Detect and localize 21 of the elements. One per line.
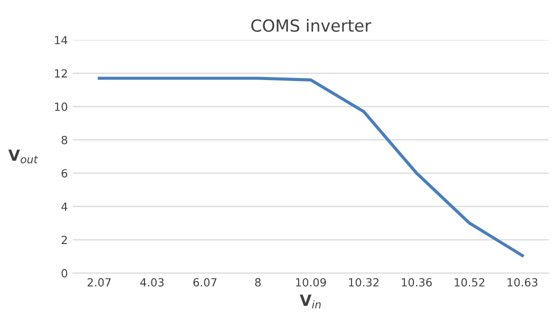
line-series [98,76,524,258]
y-tick-label: 14 [55,36,68,44]
x-tick-label: 10.32 [349,278,378,287]
x-tick-label: 4.03 [140,278,164,287]
x-tick-label: 6.07 [193,278,216,287]
y-tick-label: 2 [62,236,67,244]
y-axis-title: V$_{out}$ [8,150,38,164]
y-tick-label: 6 [62,169,68,178]
y-tick-label: 10 [55,102,68,111]
x-tick-label: 8 [255,278,261,287]
y-tick-label: 8 [62,136,68,144]
chart-title: COMS inverter [251,18,372,32]
y-tick-label: 0 [62,269,68,278]
x-tick-label: 10.09 [296,278,326,287]
x-tick-label: 2.07 [88,278,111,287]
y-tick-label: 12 [55,69,67,78]
x-tick-label: 10.63 [508,278,538,287]
x-tick-label: 10.52 [454,278,484,287]
x-tick-label: 10.36 [402,278,432,287]
y-tick-label: 4 [61,202,68,211]
x-axis-title: V$_{in}$ [300,294,321,308]
